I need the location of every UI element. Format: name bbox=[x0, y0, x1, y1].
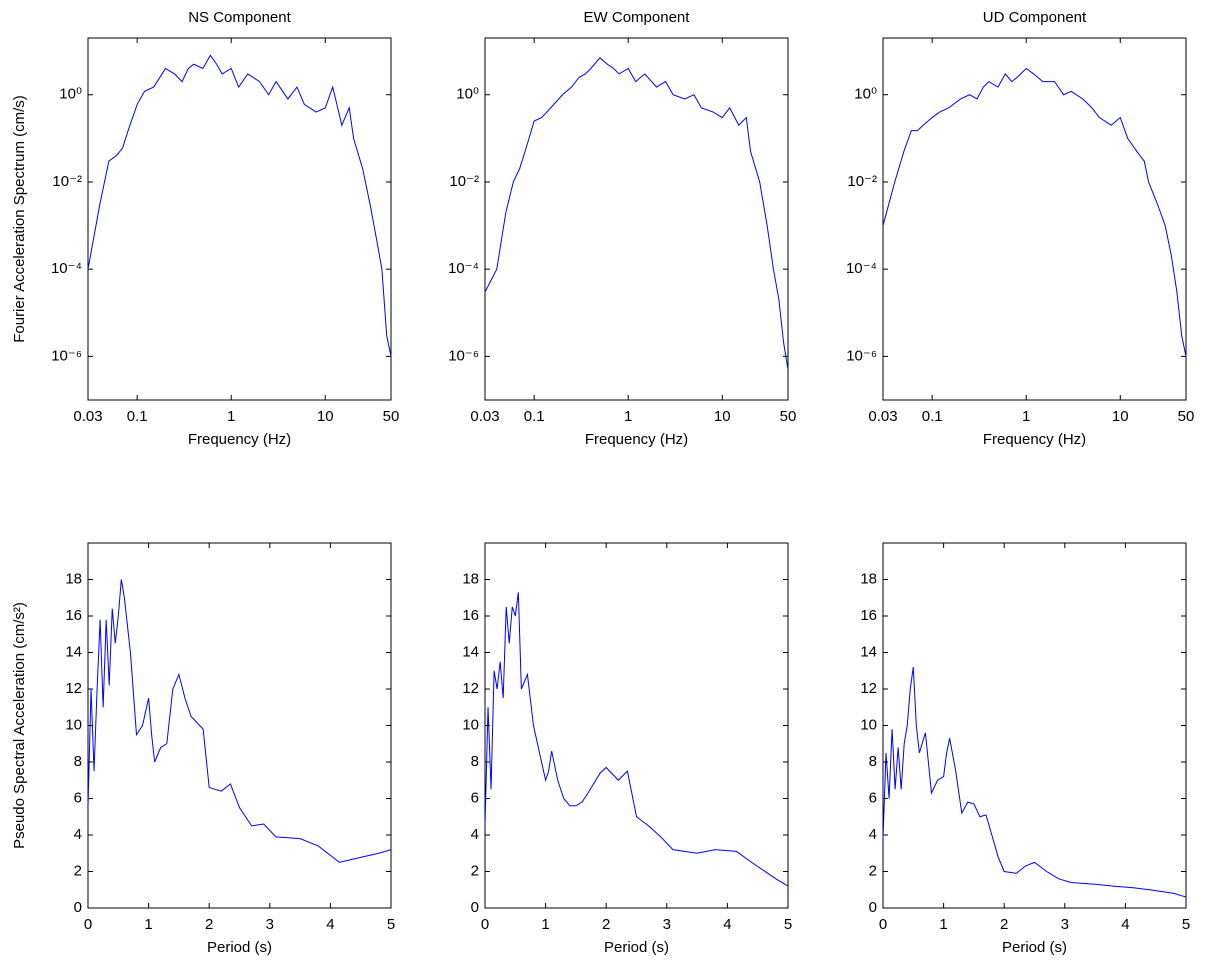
y-axis-label: Fourier Acceleration Spectrum (cm/s) bbox=[11, 95, 28, 343]
x-tick-label: 2 bbox=[602, 916, 610, 933]
y-tick-label: 10⁰ bbox=[59, 86, 82, 103]
x-axis-label: Period (s) bbox=[604, 939, 669, 956]
y-tick-label: 12 bbox=[65, 680, 82, 697]
y-tick-label: 10⁻⁶ bbox=[448, 347, 479, 364]
y-tick-label: 0 bbox=[471, 899, 479, 916]
y-tick-label: 0 bbox=[74, 899, 82, 916]
y-tick-label: 16 bbox=[65, 607, 82, 624]
x-tick-label: 5 bbox=[784, 916, 792, 933]
y-tick-label: 10⁻² bbox=[449, 173, 479, 190]
y-tick-label: 16 bbox=[462, 607, 479, 624]
x-tick-label: 50 bbox=[383, 408, 400, 425]
axes-box bbox=[484, 542, 789, 909]
x-tick-label: 2 bbox=[1000, 916, 1008, 933]
y-tick-label: 10⁻² bbox=[52, 173, 82, 190]
x-tick-label: 0.1 bbox=[524, 408, 545, 425]
data-line bbox=[484, 57, 789, 370]
y-tick-label: 6 bbox=[471, 789, 479, 806]
data-line bbox=[87, 579, 392, 863]
data-line bbox=[882, 667, 1187, 898]
x-tick-label: 5 bbox=[1182, 916, 1190, 933]
y-tick-label: 10⁻² bbox=[847, 173, 877, 190]
axes-box bbox=[87, 37, 392, 401]
x-tick-label: 0.1 bbox=[922, 408, 943, 425]
y-tick-label: 10⁻⁴ bbox=[846, 260, 877, 277]
y-tick-label: 8 bbox=[74, 753, 82, 770]
y-tick-label: 10⁰ bbox=[854, 86, 877, 103]
x-tick-label: 1 bbox=[624, 408, 632, 425]
y-tick-label: 18 bbox=[462, 570, 479, 587]
x-tick-label: 1 bbox=[227, 408, 235, 425]
y-tick-label: 6 bbox=[869, 789, 877, 806]
y-tick-label: 18 bbox=[65, 570, 82, 587]
y-tick-label: 4 bbox=[869, 826, 877, 843]
chart-title: EW Component bbox=[584, 9, 691, 26]
y-tick-label: 12 bbox=[462, 680, 479, 697]
x-tick-label: 3 bbox=[266, 916, 274, 933]
x-tick-label: 1 bbox=[939, 916, 947, 933]
y-tick-label: 10 bbox=[860, 716, 877, 733]
x-tick-label: 10 bbox=[1112, 408, 1129, 425]
axes-box bbox=[882, 542, 1187, 909]
y-tick-label: 4 bbox=[74, 826, 82, 843]
y-tick-label: 4 bbox=[471, 826, 479, 843]
x-tick-label: 2 bbox=[205, 916, 213, 933]
y-tick-label: 18 bbox=[860, 570, 877, 587]
x-axis-label: Frequency (Hz) bbox=[188, 431, 291, 448]
x-axis-label: Frequency (Hz) bbox=[585, 431, 688, 448]
y-tick-label: 14 bbox=[462, 643, 479, 660]
x-tick-label: 4 bbox=[1121, 916, 1129, 933]
x-tick-label: 3 bbox=[663, 916, 671, 933]
x-tick-label: 1 bbox=[541, 916, 549, 933]
y-tick-label: 8 bbox=[869, 753, 877, 770]
x-tick-label: 5 bbox=[387, 916, 395, 933]
x-tick-label: 0.03 bbox=[470, 408, 499, 425]
axes-box bbox=[484, 37, 789, 401]
y-tick-label: 0 bbox=[869, 899, 877, 916]
chart-title: NS Component bbox=[188, 9, 291, 26]
x-tick-label: 0.1 bbox=[127, 408, 148, 425]
x-tick-label: 10 bbox=[317, 408, 334, 425]
y-tick-label: 16 bbox=[860, 607, 877, 624]
data-line bbox=[87, 54, 392, 357]
data-line bbox=[484, 592, 789, 887]
x-axis-label: Frequency (Hz) bbox=[983, 431, 1086, 448]
y-tick-label: 14 bbox=[860, 643, 877, 660]
x-tick-label: 50 bbox=[1178, 408, 1195, 425]
y-tick-label: 2 bbox=[869, 862, 877, 879]
x-tick-label: 0 bbox=[879, 916, 887, 933]
chart-title: UD Component bbox=[983, 9, 1087, 26]
x-tick-label: 0.03 bbox=[73, 408, 102, 425]
y-tick-label: 2 bbox=[74, 862, 82, 879]
x-tick-label: 1 bbox=[144, 916, 152, 933]
y-tick-label: 10⁻⁶ bbox=[846, 347, 877, 364]
x-tick-label: 0 bbox=[84, 916, 92, 933]
y-tick-label: 6 bbox=[74, 789, 82, 806]
x-tick-label: 4 bbox=[326, 916, 334, 933]
y-tick-label: 10⁰ bbox=[456, 86, 479, 103]
x-tick-label: 10 bbox=[714, 408, 731, 425]
x-tick-label: 50 bbox=[780, 408, 797, 425]
axes-box bbox=[882, 37, 1187, 401]
y-tick-label: 10⁻⁶ bbox=[51, 347, 82, 364]
x-axis-label: Period (s) bbox=[207, 939, 272, 956]
x-axis-label: Period (s) bbox=[1002, 939, 1067, 956]
y-tick-label: 10 bbox=[462, 716, 479, 733]
y-tick-label: 14 bbox=[65, 643, 82, 660]
y-tick-label: 8 bbox=[471, 753, 479, 770]
x-tick-label: 3 bbox=[1061, 916, 1069, 933]
y-tick-label: 10⁻⁴ bbox=[448, 260, 479, 277]
x-tick-label: 0.03 bbox=[868, 408, 897, 425]
axes-box bbox=[87, 542, 392, 909]
y-tick-label: 12 bbox=[860, 680, 877, 697]
y-tick-label: 2 bbox=[471, 862, 479, 879]
x-tick-label: 4 bbox=[723, 916, 731, 933]
x-tick-label: 1 bbox=[1022, 408, 1030, 425]
y-tick-label: 10⁻⁴ bbox=[51, 260, 82, 277]
y-tick-label: 10 bbox=[65, 716, 82, 733]
x-tick-label: 0 bbox=[481, 916, 489, 933]
data-line bbox=[882, 67, 1187, 357]
y-axis-label: Pseudo Spectral Acceleration (cm/s²) bbox=[11, 602, 28, 849]
